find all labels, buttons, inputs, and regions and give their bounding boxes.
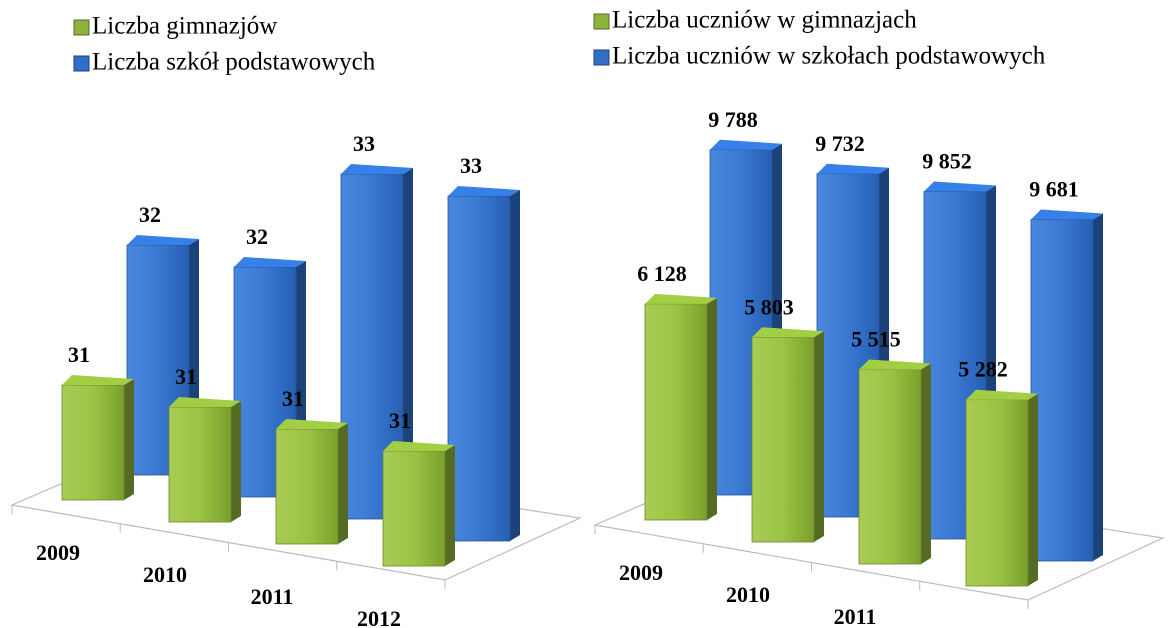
legend-swatch	[73, 19, 90, 36]
x-tick-label: 2011	[834, 604, 877, 628]
bar-top	[710, 139, 782, 150]
data-label: 32	[139, 202, 161, 227]
bar-top	[859, 359, 931, 370]
data-label: 9 732	[815, 131, 865, 156]
bar	[61, 384, 125, 501]
bar-side	[403, 168, 413, 519]
data-label: 9 788	[708, 107, 758, 132]
bar-top	[645, 293, 717, 304]
bar-side	[921, 363, 931, 564]
data-label: 9 681	[1029, 177, 1079, 202]
data-label: 31	[282, 386, 304, 411]
bar-top	[234, 257, 306, 267]
legend-swatch	[73, 55, 90, 72]
bar-side	[124, 379, 134, 500]
legend-label: Liczba uczniów w szkołach podstawowych	[612, 43, 1046, 70]
bar-top	[169, 397, 241, 407]
bar-top	[817, 163, 889, 174]
legend-label: Liczba gimnazjów	[92, 13, 277, 40]
bar-top	[966, 389, 1038, 400]
bar-top	[127, 235, 199, 245]
x-tick-label: 2012	[357, 606, 401, 628]
bar-top	[383, 441, 455, 451]
bar-top	[752, 327, 824, 338]
data-label: 9 852	[922, 149, 972, 174]
bar-top	[448, 186, 520, 196]
data-label: 5 282	[958, 357, 1008, 382]
data-label: 33	[353, 131, 375, 156]
bar	[965, 399, 1029, 587]
x-tick-label: 2010	[143, 562, 187, 587]
data-label: 31	[389, 408, 411, 433]
bar	[1030, 219, 1094, 562]
data-label: 32	[246, 224, 268, 249]
x-tick-label: 2012	[940, 626, 984, 628]
legend-swatch	[593, 49, 610, 66]
bar	[275, 428, 339, 545]
x-tick-label: 2009	[619, 560, 663, 585]
bar	[644, 303, 708, 521]
bar-side	[1093, 213, 1103, 562]
bar-side	[1028, 393, 1038, 586]
bar-side	[510, 190, 520, 541]
data-label: 33	[460, 153, 482, 178]
bar	[858, 369, 922, 565]
bar	[751, 336, 815, 543]
bar-side	[707, 297, 717, 520]
bar-side	[231, 401, 241, 522]
bar-top	[341, 164, 413, 174]
data-label: 5 803	[744, 294, 794, 319]
data-label: 5 515	[851, 327, 901, 352]
bar-top	[276, 419, 348, 429]
bar-side	[338, 423, 348, 544]
x-tick-label: 2011	[251, 584, 294, 609]
bar-side	[445, 445, 455, 566]
x-tick-label: 2010	[726, 582, 770, 607]
bar	[168, 406, 232, 523]
legend-label: Liczba uczniów w gimnazjach	[612, 7, 917, 34]
bar	[447, 195, 511, 542]
data-label: 6 128	[637, 261, 687, 286]
data-label: 31	[68, 342, 90, 367]
legend-label: Liczba szkół podstawowych	[92, 49, 376, 76]
x-tick-label: 2009	[36, 540, 80, 565]
legend-swatch	[593, 13, 610, 30]
data-label: 31	[175, 364, 197, 389]
bar-top	[924, 181, 996, 192]
bar-side	[814, 331, 824, 542]
bar	[382, 450, 446, 567]
bar-top	[1031, 209, 1103, 220]
bar-top	[62, 375, 134, 385]
